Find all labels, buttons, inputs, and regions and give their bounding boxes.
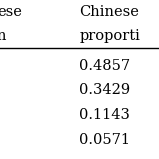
Text: proporti: proporti	[80, 29, 140, 43]
Text: 0.4857: 0.4857	[80, 59, 131, 73]
Text: ese: ese	[0, 5, 22, 19]
Text: n: n	[0, 29, 6, 43]
Text: Chinese: Chinese	[80, 5, 139, 19]
Text: 0.0571: 0.0571	[80, 133, 131, 147]
Text: 0.1143: 0.1143	[80, 108, 130, 122]
Text: 0.3429: 0.3429	[80, 83, 131, 97]
